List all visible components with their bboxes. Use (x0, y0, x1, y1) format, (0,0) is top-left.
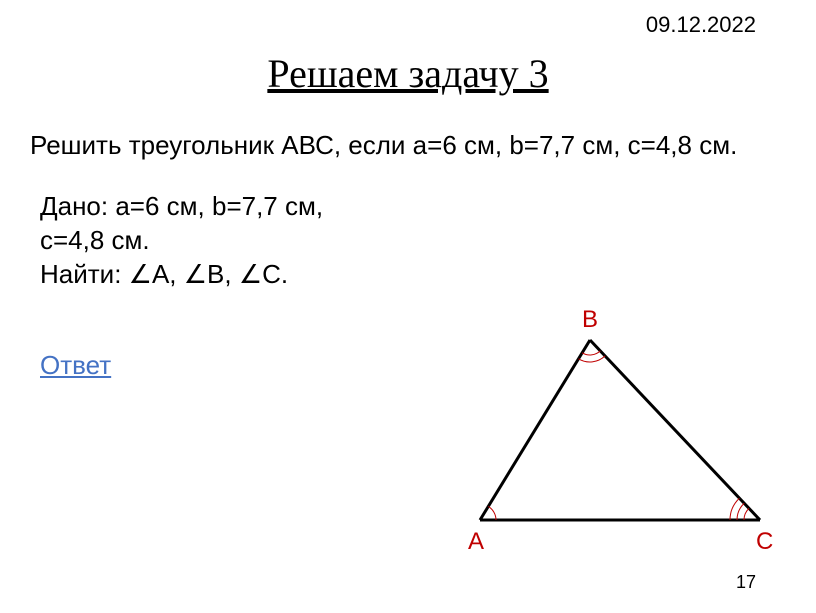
vertex-label-a: А (468, 528, 484, 556)
page-number: 17 (736, 572, 756, 593)
triangle-diagram: А В С (450, 300, 790, 560)
angle-arc-a (488, 506, 496, 520)
angle-arc-c-3 (730, 498, 739, 520)
problem-statement: Решить треугольник АВС, если a=6 см, b=7… (30, 130, 786, 161)
page-title: Решаем задачу 3 (267, 50, 548, 97)
vertex-label-c: С (756, 528, 773, 556)
given-line-2: c=4,8 см. (40, 224, 323, 258)
angle-arc-c-1 (744, 508, 749, 520)
date-text: 09.12.2022 (646, 12, 756, 38)
angle-arc-b-2 (579, 356, 606, 362)
angle-arc-c-2 (737, 503, 744, 520)
find-line: Найти: ∠А, ∠В, ∠С. (40, 258, 323, 292)
side-ab (480, 340, 590, 520)
angle-arc-b-1 (582, 351, 600, 355)
triangle-svg (450, 300, 790, 560)
answer-link[interactable]: Ответ (40, 350, 111, 381)
given-block: Дано: a=6 см, b=7,7 см, c=4,8 см. Найти:… (40, 190, 323, 291)
given-line-1: Дано: a=6 см, b=7,7 см, (40, 190, 323, 224)
side-bc (590, 340, 760, 520)
vertex-label-b: В (582, 306, 598, 334)
